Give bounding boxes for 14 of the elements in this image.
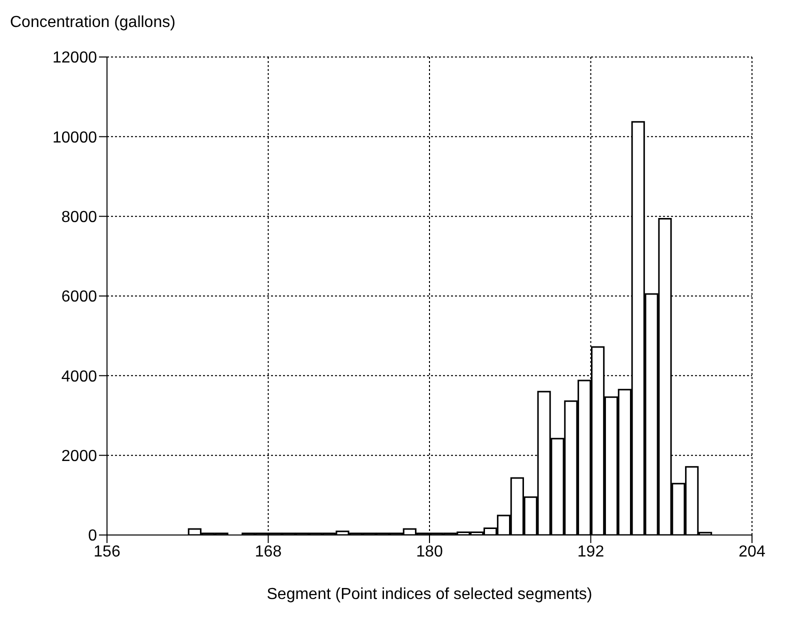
- x-tick-label: 168: [254, 543, 282, 560]
- y-tick-label: 0: [88, 528, 98, 545]
- y-tick-label: 6000: [61, 288, 98, 306]
- y-tick-label: 12000: [52, 50, 98, 67]
- x-tick-label: 156: [94, 543, 120, 560]
- y-tick-label: 4000: [61, 368, 98, 386]
- x-tick-label: 180: [416, 543, 443, 560]
- x-axis-title: Segment (Point indices of selected segments): [266, 586, 594, 604]
- y-tick-label: 10000: [52, 129, 98, 146]
- y-tick-label: 8000: [61, 209, 98, 226]
- y-tick-label: 2000: [61, 448, 98, 466]
- y-axis-title: Concentration (gallons): [10, 14, 176, 32]
- x-tick-label: 192: [577, 543, 604, 560]
- x-tick-label: 204: [738, 543, 766, 560]
